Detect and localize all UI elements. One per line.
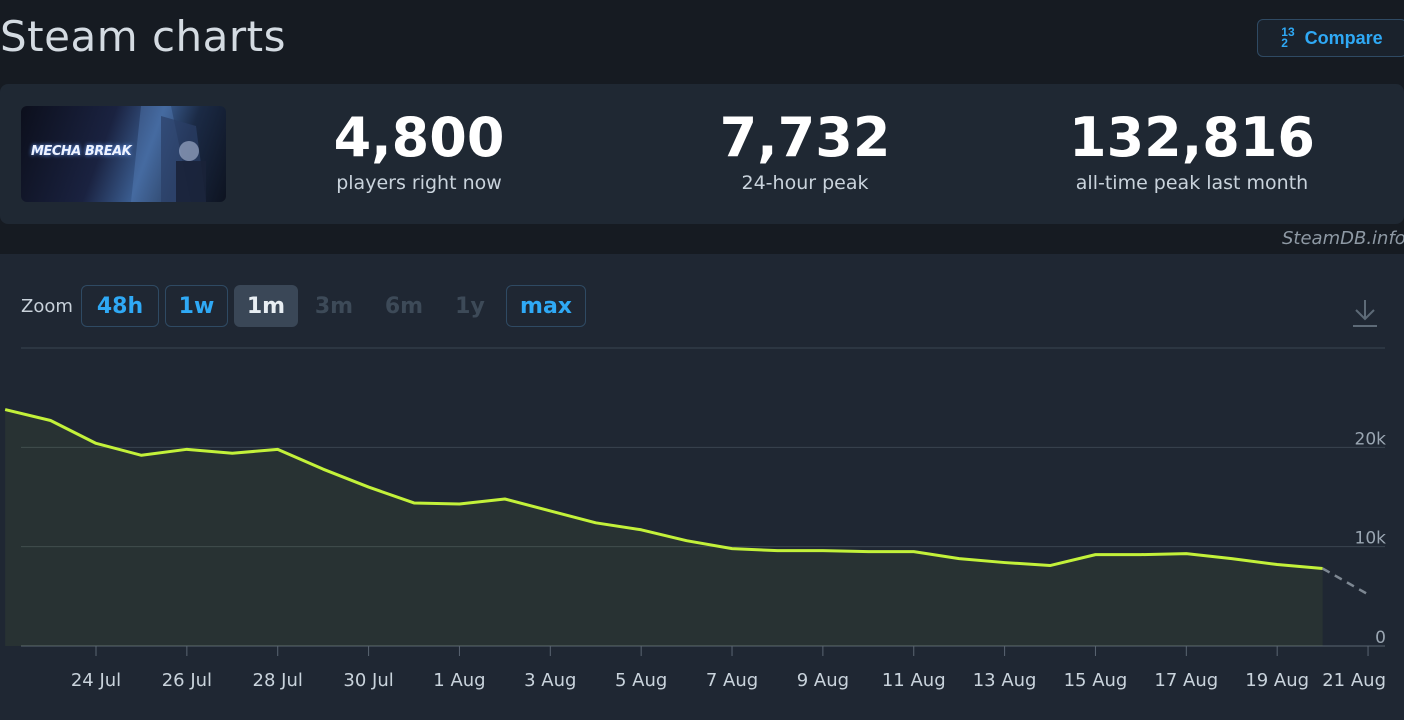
chart-card: 0 10k 20k 24 Jul 26 Jul 28 Jul 30 Jul 1 Aug 3 Au… [0,254,1404,720]
current-players-stat: 4,800 players right now [269,106,569,196]
current-players-label: players right now [336,172,502,194]
x-tick-label: 15 Aug [1064,670,1128,691]
page-title: Steam charts [0,12,287,61]
all-time-peak-label: all-time peak last month [1075,172,1309,194]
x-tick-label: 28 Jul [253,670,303,691]
compare-button[interactable]: 13 2 Compare [1257,19,1404,57]
zoom-max-button[interactable]: max [506,285,586,327]
player-count-chart[interactable]: 0 10k 20k 24 Jul 26 Jul 28 Jul 30 Jul 1 Aug 3 Au… [0,254,1404,720]
y-tick-label: 20k [1355,429,1387,449]
download-icon[interactable] [1351,298,1379,328]
x-tick-label: 7 Aug [706,670,758,691]
zoom-1w-button[interactable]: 1w [165,285,228,327]
x-tick-label: 1 Aug [433,670,485,691]
all-time-peak-value: 132,816 [1069,106,1315,169]
series-area [5,409,1323,646]
all-time-peak-stat: 132,816 all-time peak last month [1042,106,1342,196]
x-tick-label: 30 Jul [343,670,393,691]
zoom-1m-button[interactable]: 1m [234,285,298,327]
zoom-1y-button: 1y [455,293,485,319]
zoom-6m-button: 6m [384,293,424,319]
zoom-label: Zoom [21,296,73,317]
x-tick-label: 17 Aug [1154,670,1218,691]
game-art-icon [131,106,206,202]
compare-icon: 13 2 [1281,25,1295,50]
game-logo: MECHA BREAK [31,144,132,159]
x-tick-label: 13 Aug [973,670,1037,691]
series-line [4,408,1323,571]
x-tick-label: 24 Jul [71,670,121,691]
peak-24h-stat: 7,732 24-hour peak [655,106,955,196]
zoom-3m-button: 3m [314,293,354,319]
y-tick-label: 0 [1375,628,1386,648]
game-thumbnail[interactable]: MECHA BREAK [21,106,226,202]
stats-card: MECHA BREAK 4,800 players right now 7,73… [0,84,1404,224]
projection-line [1321,567,1369,596]
x-tick-label: 21 Aug [1322,670,1386,691]
current-players-value: 4,800 [333,106,505,169]
steamdb-watermark: SteamDB.info [1282,228,1404,249]
peak-24h-label: 24-hour peak [741,172,869,194]
x-tick-label: 19 Aug [1245,670,1309,691]
x-tick-label: 9 Aug [797,670,849,691]
compare-label: Compare [1304,27,1383,48]
x-tick-label: 3 Aug [524,670,576,691]
zoom-48h-button[interactable]: 48h [81,285,159,327]
x-tick-label: 26 Jul [162,670,212,691]
peak-24h-value: 7,732 [719,106,891,169]
y-tick-label: 10k [1355,529,1387,549]
x-tick-label: 5 Aug [615,670,667,691]
x-tick-label: 11 Aug [882,670,946,691]
